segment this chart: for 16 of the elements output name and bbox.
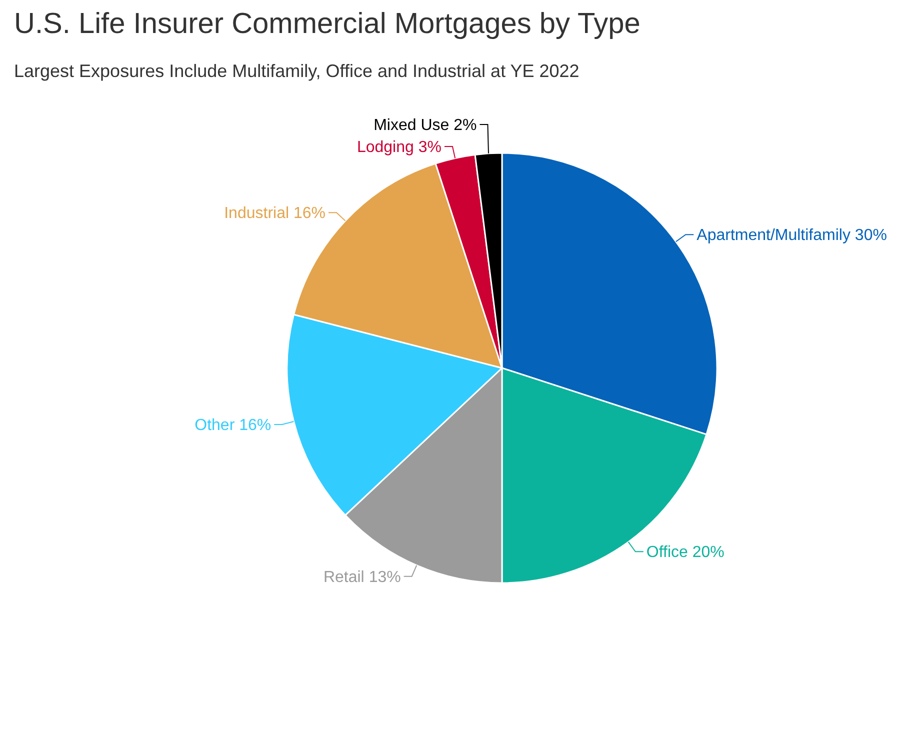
data-label: 3%: [418, 139, 442, 156]
chart-title: U.S. Life Insurer Commercial Mortgages by Type: [14, 8, 640, 40]
slice-label: Apartment/Multifamily: [696, 227, 850, 244]
data-label: 30%: [854, 227, 887, 244]
slice-label: Mixed Use: [374, 117, 450, 134]
data-label: 16%: [239, 417, 272, 434]
data-label: 2%: [454, 117, 477, 134]
slice-label: Other: [194, 417, 236, 434]
slice-label: Industrial: [224, 205, 290, 222]
slice-label: Office: [646, 544, 688, 562]
data-label: 13%: [368, 568, 401, 586]
data-label: 16%: [293, 205, 326, 222]
chart-subtitle: Largest Exposures Include Multifamily, Office and Industrial at YE 2022: [14, 61, 580, 81]
slice-label: Lodging: [356, 139, 414, 156]
data-label: 20%: [692, 544, 724, 562]
slice-label: Retail: [323, 568, 369, 586]
